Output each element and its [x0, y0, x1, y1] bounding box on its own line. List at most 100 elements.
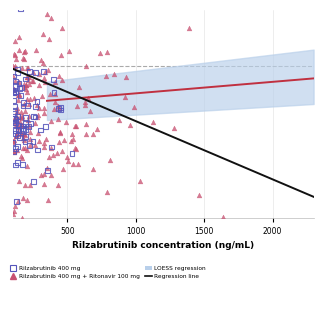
Point: [10, 88, 15, 93]
Point: [88, 108, 93, 114]
Point: [90, 132, 95, 137]
Point: [56, 106, 61, 111]
Point: [31, 179, 36, 184]
Point: [11, 111, 16, 116]
Point: [27, 137, 32, 142]
Point: [11, 73, 16, 78]
Point: [43, 70, 48, 75]
Point: [95, 126, 100, 131]
Point: [47, 154, 52, 159]
Point: [52, 99, 57, 104]
Point: [36, 82, 42, 87]
Point: [19, 131, 24, 136]
Point: [56, 106, 61, 111]
Point: [76, 161, 81, 166]
Point: [20, 155, 25, 160]
Point: [61, 138, 66, 143]
Point: [20, 114, 25, 119]
Point: [22, 133, 27, 138]
Point: [15, 144, 20, 149]
Point: [138, 179, 143, 184]
Point: [27, 74, 32, 79]
Point: [64, 120, 69, 125]
Point: [21, 101, 27, 106]
Point: [27, 143, 32, 148]
Point: [11, 98, 16, 103]
Point: [12, 209, 17, 214]
Point: [29, 78, 34, 84]
Point: [132, 104, 137, 109]
Point: [12, 148, 17, 154]
Point: [45, 168, 50, 173]
Point: [14, 199, 20, 204]
Point: [23, 115, 28, 120]
Point: [65, 158, 70, 163]
Point: [13, 146, 18, 151]
Point: [76, 84, 81, 89]
Point: [69, 132, 75, 137]
Point: [61, 167, 66, 172]
Point: [74, 147, 79, 152]
Point: [25, 103, 30, 108]
Point: [41, 76, 46, 81]
Point: [55, 116, 60, 121]
Point: [28, 142, 33, 147]
Point: [17, 92, 22, 97]
Point: [34, 99, 39, 104]
Point: [108, 227, 113, 232]
Point: [70, 137, 76, 142]
Point: [14, 57, 19, 62]
Point: [73, 124, 78, 129]
Point: [25, 163, 30, 168]
Point: [32, 95, 37, 100]
Point: [49, 118, 54, 123]
Point: [46, 36, 52, 41]
Point: [36, 139, 41, 144]
Point: [127, 122, 132, 127]
Point: [36, 71, 41, 76]
Point: [11, 90, 16, 95]
Point: [46, 67, 51, 72]
Point: [25, 66, 30, 71]
Point: [24, 220, 29, 225]
Point: [20, 126, 25, 131]
Point: [23, 76, 28, 82]
Point: [15, 124, 20, 130]
Point: [12, 87, 17, 92]
Point: [60, 148, 65, 153]
Point: [10, 211, 15, 216]
Point: [32, 115, 37, 120]
Point: [17, 86, 22, 91]
Point: [57, 130, 62, 135]
Point: [33, 104, 38, 109]
Point: [58, 108, 63, 113]
Point: [20, 162, 25, 167]
Point: [49, 15, 54, 20]
Point: [116, 118, 121, 123]
Point: [20, 145, 25, 150]
Point: [24, 75, 29, 80]
Point: [12, 138, 17, 143]
Point: [21, 128, 26, 133]
Point: [17, 47, 22, 52]
Point: [33, 70, 38, 75]
Point: [15, 114, 20, 119]
Point: [13, 203, 18, 208]
Point: [34, 48, 39, 53]
Point: [15, 70, 20, 76]
Point: [14, 131, 20, 136]
Point: [15, 66, 20, 71]
Point: [11, 74, 16, 79]
Point: [33, 121, 38, 126]
Point: [14, 133, 19, 139]
Point: [52, 79, 57, 84]
Point: [69, 151, 75, 156]
Point: [19, 85, 24, 91]
Point: [12, 79, 18, 84]
Point: [15, 132, 20, 138]
Point: [17, 120, 22, 125]
Point: [13, 115, 18, 120]
Point: [221, 215, 226, 220]
Point: [13, 120, 18, 125]
Point: [21, 55, 26, 60]
